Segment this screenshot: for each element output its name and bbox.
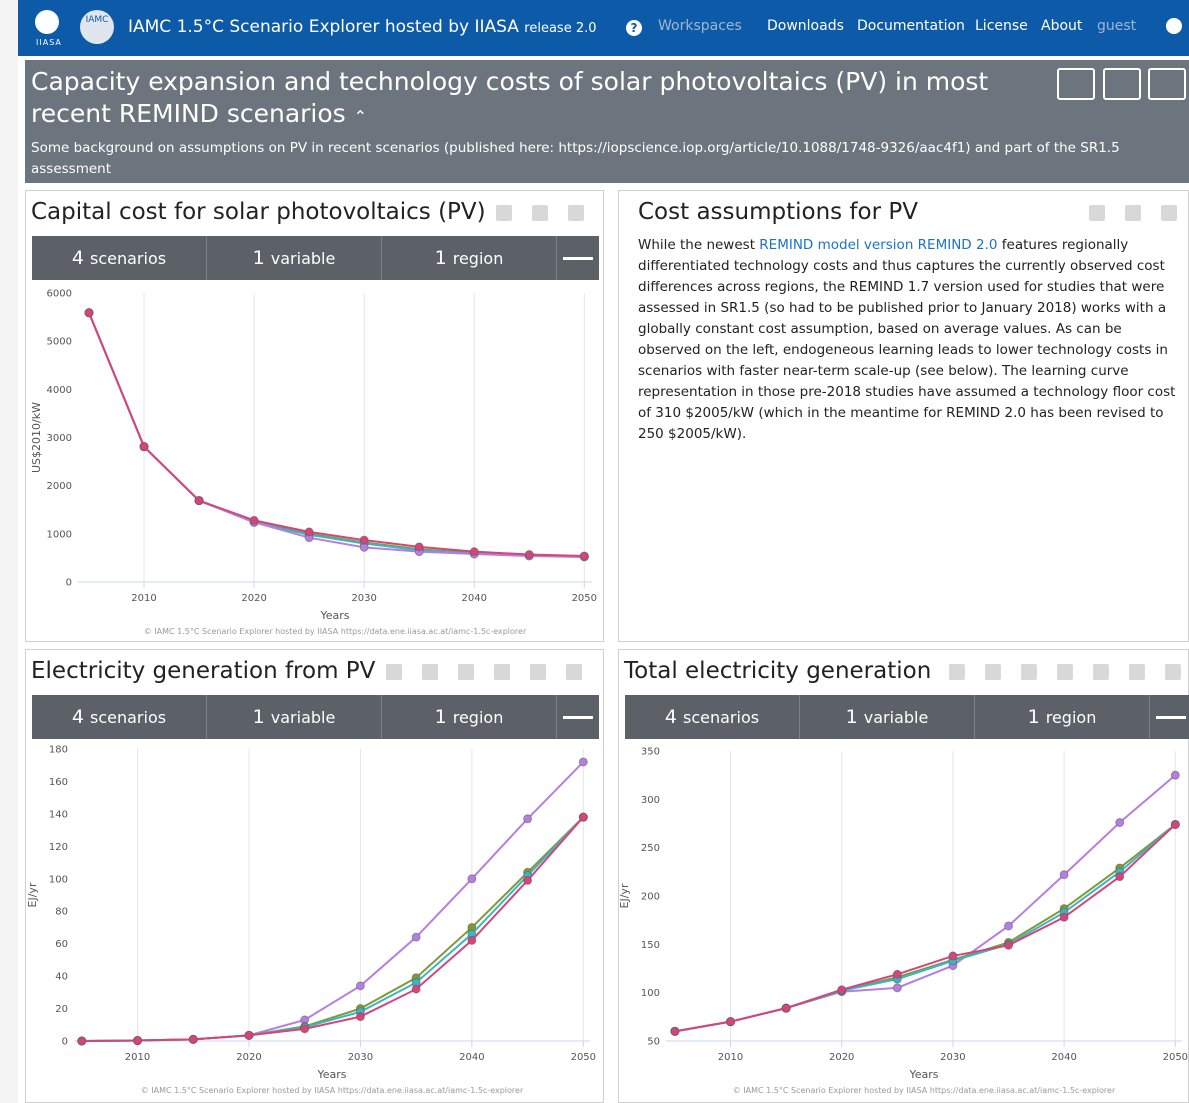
collapse-caret[interactable]: ⌃ (353, 107, 368, 126)
filter-cell[interactable]: 1 variable (207, 695, 382, 739)
filter-cell[interactable]: 4 scenarios (32, 695, 207, 739)
tool-icon[interactable] (494, 664, 510, 680)
help-icon[interactable]: ? (626, 20, 642, 36)
filter-bar: 4 scenarios 1 variable 1 region (32, 236, 599, 280)
tool-icon[interactable] (422, 664, 438, 680)
chart-panel: Total electricity generation 4 scenarios 1… (618, 649, 1189, 1103)
dashboard-description: Some background on assumptions on PV in … (31, 140, 1120, 177)
app-title[interactable]: IAMC 1.5°C Scenario Explorer hosted by I… (128, 17, 597, 37)
tool-icon[interactable] (1021, 664, 1037, 680)
tool-icon[interactable] (1057, 664, 1073, 680)
chart-panel: Electricity generation from PV 4 scenario… (25, 649, 604, 1103)
tool-icon[interactable] (458, 664, 474, 680)
filter-label: variable (863, 707, 929, 727)
tool-icon[interactable] (1165, 664, 1181, 680)
filter-count: 1 (434, 706, 447, 728)
tool-icon[interactable] (1129, 664, 1145, 680)
tool-icon[interactable] (949, 664, 965, 680)
title: IAMC 1.5°C Scenario Explorer hosted by I… (128, 17, 519, 37)
menu-button[interactable] (1148, 68, 1186, 100)
dashboard-header: Capacity expansion and technology costs … (25, 60, 1189, 183)
settings-icon[interactable] (1156, 703, 1186, 731)
toolbar (1089, 205, 1177, 221)
text-body: While the newest REMIND model version RE… (638, 235, 1183, 445)
filter-label: variable (270, 707, 336, 727)
text: While the newest (638, 237, 760, 253)
filter-bar: 4 scenarios 1 variable 1 region (32, 695, 599, 739)
chart-panel: Capital cost for solar photovoltaics (PV… (25, 190, 604, 642)
panel-title: Total electricity generation (624, 658, 932, 684)
filter-count: 4 (664, 706, 677, 728)
toolbar (386, 664, 582, 680)
title: Capacity expansion and technology costs … (31, 67, 989, 128)
nav-item[interactable]: About (1041, 18, 1083, 34)
filter-cell[interactable]: 4 scenarios (625, 695, 800, 739)
filter-count: 4 (71, 247, 84, 269)
link-button[interactable] (1057, 68, 1095, 100)
logo-text: IIASA (36, 38, 62, 47)
panel-title: Capital cost for solar photovoltaics (PV… (31, 199, 486, 225)
filter-count: 1 (252, 247, 265, 269)
filter-label: scenarios (90, 707, 167, 727)
tool-icon[interactable] (530, 664, 546, 680)
tool-icon[interactable] (386, 664, 402, 680)
toolbar (949, 664, 1181, 680)
filter-cell[interactable]: 1 variable (800, 695, 975, 739)
nav-item[interactable]: License (975, 18, 1028, 34)
tool-icon[interactable] (568, 205, 584, 221)
text-panel: Cost assumptions for PV While the newest… (618, 190, 1189, 642)
nav-item[interactable]: Workspaces (658, 18, 742, 34)
iiasa-logo[interactable] (35, 10, 59, 34)
filter-label: variable (270, 248, 336, 268)
tool-icon[interactable] (496, 205, 512, 221)
nav-item[interactable]: guest (1097, 18, 1137, 34)
filter-count: 1 (845, 706, 858, 728)
filter-cell[interactable]: 1 region (975, 695, 1150, 739)
tool-icon[interactable] (985, 664, 1001, 680)
nav-item[interactable]: Downloads (767, 18, 844, 34)
text: features regionally differentiated techn… (638, 237, 1176, 442)
filter-label: region (452, 707, 504, 727)
filter-cell[interactable]: 1 variable (207, 236, 382, 280)
iamc-logo[interactable]: IAMC (80, 10, 114, 44)
tool-icon[interactable] (532, 205, 548, 221)
filter-bar: 4 scenarios 1 variable 1 region (625, 695, 1189, 739)
dashboard-title: Capacity expansion and technology costs … (31, 66, 1041, 133)
filter-label: scenarios (90, 248, 167, 268)
link[interactable]: REMIND model version REMIND 2.0 (759, 237, 998, 253)
filter-count: 4 (71, 706, 84, 728)
add-button[interactable] (1103, 68, 1141, 100)
filter-label: region (1045, 707, 1097, 727)
toolbar (496, 205, 584, 221)
navbar: IIASA IAMC IAMC 1.5°C Scenario Explorer … (18, 0, 1189, 56)
filter-count: 1 (1027, 706, 1040, 728)
release: release 2.0 (524, 21, 597, 36)
filter-cell[interactable]: 4 scenarios (32, 236, 207, 280)
tool-icon[interactable] (566, 664, 582, 680)
left-margin (0, 0, 18, 1103)
filter-label: scenarios (683, 707, 760, 727)
tool-icon[interactable] (1089, 205, 1105, 221)
tool-icon[interactable] (1093, 664, 1109, 680)
nav-item[interactable]: Documentation (857, 18, 965, 34)
filter-count: 1 (252, 706, 265, 728)
panel-title: Cost assumptions for PV (638, 199, 918, 225)
theme-toggle[interactable] (1166, 18, 1182, 34)
panel-title: Electricity generation from PV (31, 658, 376, 684)
filter-label: region (452, 248, 504, 268)
settings-icon[interactable] (563, 703, 593, 731)
filter-count: 1 (434, 247, 447, 269)
tool-icon[interactable] (1161, 205, 1177, 221)
filter-cell[interactable]: 1 region (382, 695, 557, 739)
tool-icon[interactable] (1125, 205, 1141, 221)
settings-icon[interactable] (563, 244, 593, 272)
filter-cell[interactable]: 1 region (382, 236, 557, 280)
